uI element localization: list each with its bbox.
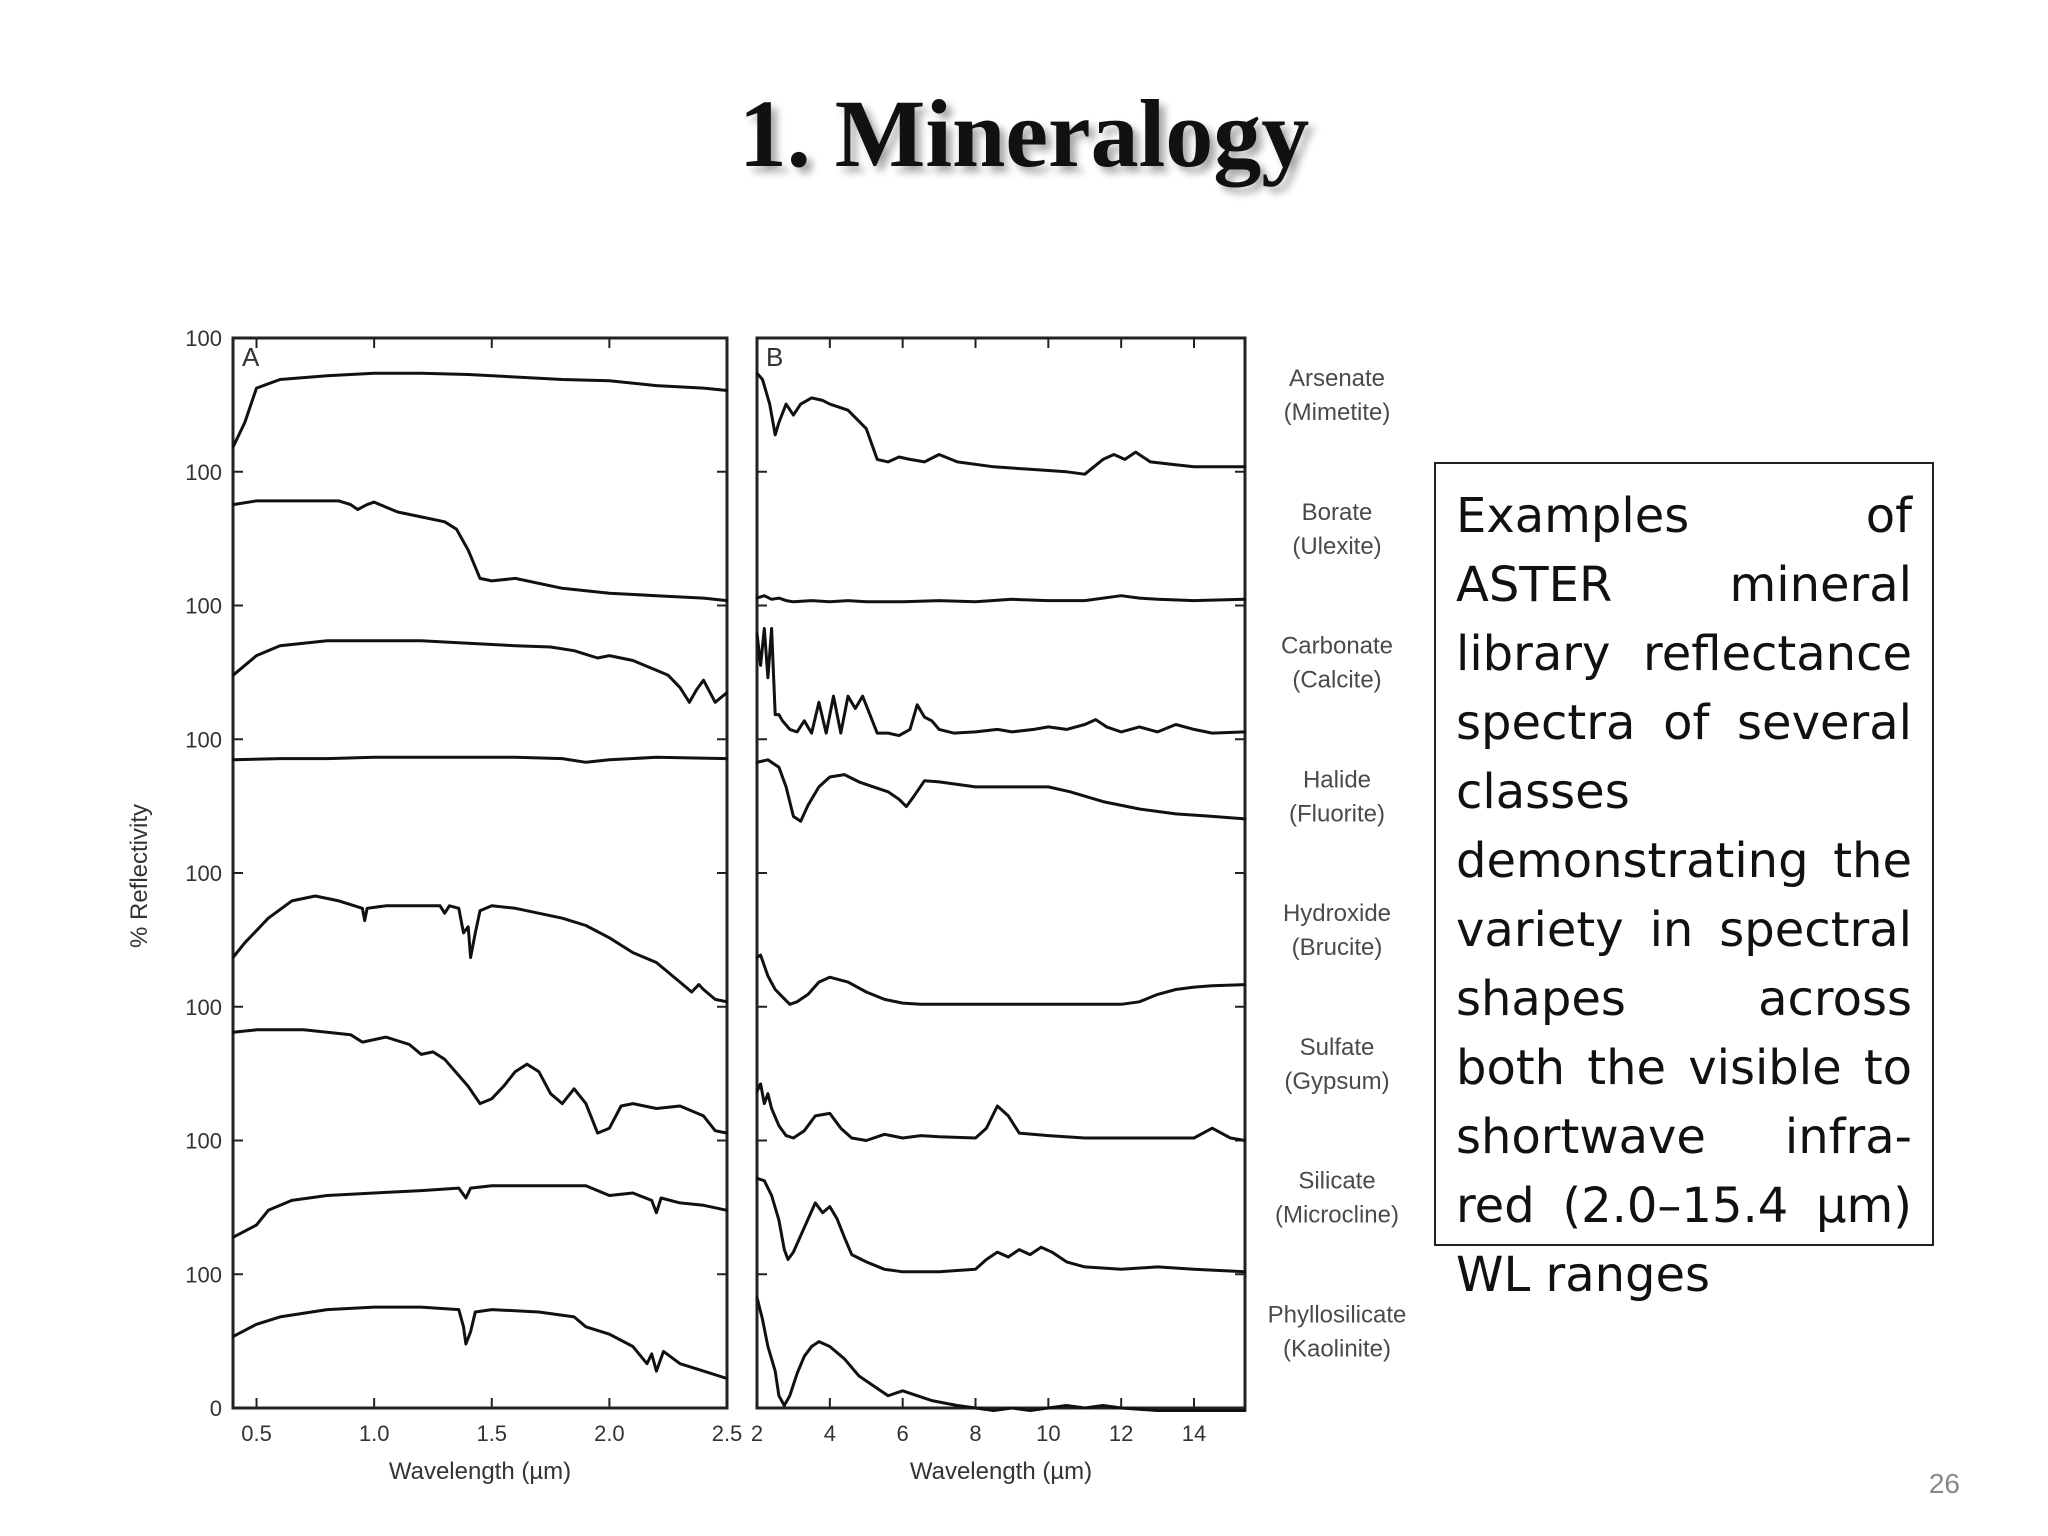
x-tick-label: 12 bbox=[1109, 1421, 1133, 1446]
mineral-name-label: (Kaolinite) bbox=[1283, 1335, 1391, 1362]
x-axis-title: Wavelength (µm) bbox=[910, 1458, 1092, 1485]
y-tick-label: 100 bbox=[185, 861, 222, 886]
mineral-name-label: (Fluorite) bbox=[1289, 800, 1385, 827]
y-tick-label: 100 bbox=[185, 460, 222, 485]
x-tick-label: 14 bbox=[1182, 1421, 1206, 1446]
panel-letter: B bbox=[766, 342, 783, 372]
spectrum-line-sulfate bbox=[231, 1028, 729, 1135]
class-name-label: Arsenate bbox=[1289, 365, 1385, 392]
x-tick-label: 8 bbox=[969, 1421, 981, 1446]
caption-text: Examples of ASTER mineral library reflec… bbox=[1456, 488, 1912, 1303]
x-tick-label: 6 bbox=[897, 1421, 909, 1446]
class-name-label: Borate bbox=[1302, 499, 1373, 526]
plot-frame bbox=[755, 336, 1247, 1410]
spectrum-line-silicate bbox=[231, 1184, 729, 1239]
y-tick-label: 100 bbox=[185, 326, 222, 351]
x-tick-label: 1.0 bbox=[359, 1421, 390, 1446]
caption-box: Examples of ASTER mineral library reflec… bbox=[1434, 462, 1934, 1303]
spectrum-line-halide bbox=[755, 758, 1247, 823]
y-axis-title: % Reflectivity bbox=[126, 804, 153, 948]
mineral-name-label: (Mimetite) bbox=[1284, 399, 1391, 426]
spectrum-line-phyllosilicate bbox=[755, 1295, 1247, 1412]
class-name-label: Phyllosilicate bbox=[1268, 1301, 1407, 1328]
spectrum-line-silicate bbox=[755, 1176, 1247, 1274]
slide-number: 26 bbox=[1928, 1468, 1960, 1499]
panel-a: A 0.5 1.0 1.5 2.0 2.5 Wavelength (µm) bbox=[231, 336, 743, 1485]
y-tick-label: 0 bbox=[210, 1396, 222, 1421]
class-name-label: Silicate bbox=[1298, 1168, 1375, 1195]
class-name-label: Hydroxide bbox=[1283, 900, 1391, 927]
y-axis-labels: 100 100 100 100 100 100 100 100 0 bbox=[185, 326, 222, 1421]
y-tick-label: 100 bbox=[185, 727, 222, 752]
mineral-name-label: (Microcline) bbox=[1275, 1202, 1399, 1229]
y-tick-label: 100 bbox=[185, 1262, 222, 1287]
spectrum-line-carbonate bbox=[755, 627, 1247, 738]
slide-title: 1. Mineralogy bbox=[738, 80, 1310, 187]
y-tick-label: 100 bbox=[185, 594, 222, 619]
y-tick-label: 100 bbox=[185, 1129, 222, 1154]
spectrum-line-arsenate bbox=[755, 371, 1247, 476]
x-tick-label: 4 bbox=[824, 1421, 836, 1446]
mineral-name-label: (Brucite) bbox=[1292, 934, 1383, 961]
spectrum-line-phyllosilicate bbox=[231, 1305, 729, 1380]
mineral-name-label: (Gypsum) bbox=[1284, 1068, 1389, 1095]
spectrum-line-halide bbox=[231, 755, 729, 764]
x-tick-label: 2 bbox=[751, 1421, 763, 1446]
panel-letter: A bbox=[242, 342, 260, 372]
class-name-label: Carbonate bbox=[1281, 633, 1393, 660]
class-labels: Arsenate (Mimetite) Borate (Ulexite) Carbona… bbox=[1268, 365, 1407, 1362]
y-tick-label: 100 bbox=[185, 995, 222, 1020]
x-tick-label: 1.5 bbox=[476, 1421, 507, 1446]
mineral-name-label: (Calcite) bbox=[1292, 667, 1381, 694]
spectrum-line-sulfate bbox=[755, 1082, 1247, 1142]
spectrum-line-borate bbox=[755, 594, 1247, 604]
spectrum-line-hydroxide bbox=[755, 953, 1247, 1006]
mineral-name-label: (Ulexite) bbox=[1292, 533, 1381, 560]
x-axis-title: Wavelength (µm) bbox=[389, 1458, 571, 1485]
x-tick-label: 10 bbox=[1036, 1421, 1060, 1446]
class-name-label: Halide bbox=[1303, 766, 1371, 793]
spectrum-line-borate bbox=[231, 499, 729, 603]
plot-frame bbox=[231, 336, 729, 1410]
class-name-label: Sulfate bbox=[1300, 1034, 1375, 1061]
spectrum-line-carbonate bbox=[231, 639, 729, 704]
x-tick-label: 2.0 bbox=[594, 1421, 625, 1446]
x-tick-label: 0.5 bbox=[241, 1421, 272, 1446]
spectrum-line-arsenate bbox=[231, 371, 729, 449]
x-tick-label: 2.5 bbox=[712, 1421, 743, 1446]
panel-b: B 2 4 6 8 10 12 14 Wavelength (µm) bbox=[751, 336, 1247, 1485]
spectrum-line-hydroxide bbox=[231, 894, 729, 1004]
